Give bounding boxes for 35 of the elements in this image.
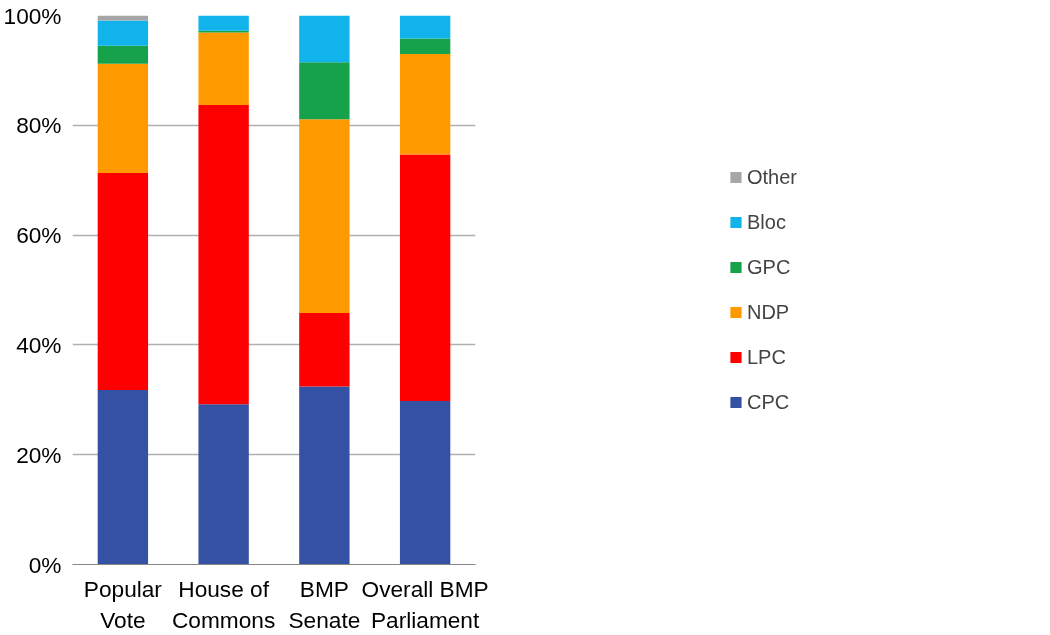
bar [97,63,149,174]
legend-label: NDP [746,300,790,324]
bar [198,104,249,405]
x-tick-label: Popular Vote [83,575,163,633]
legend-label: LPC [746,345,786,369]
legend-label: CPC [746,390,790,414]
y-tick-label: 60% [16,222,62,249]
x-tick-label: Overall BMP Parliament [361,575,489,633]
x-tick-label: BMP Senate [288,575,361,633]
bar [97,389,149,565]
bar [198,32,249,105]
bar [399,53,451,155]
y-tick-label: 40% [16,331,62,358]
y-tick-label: 0% [28,551,62,578]
legend-label: Bloc [746,210,786,234]
bar [299,62,350,120]
bar [399,15,451,39]
bar [299,386,350,565]
y-tick-label: 20% [16,441,62,468]
bar [198,15,249,31]
bar [399,400,451,565]
bar [299,119,350,314]
bar [299,313,350,387]
bar [299,15,350,63]
legend-label: GPC [746,255,791,279]
bar [97,45,149,64]
y-tick-label: 100% [3,2,62,29]
bar [399,38,451,54]
y-tick-label: 80% [16,112,62,139]
bar [97,173,149,390]
legend-label: Other [746,165,798,189]
bar [198,404,249,565]
x-tick-label: House of Commons [172,575,276,633]
bar [97,20,149,46]
bar [399,154,451,401]
